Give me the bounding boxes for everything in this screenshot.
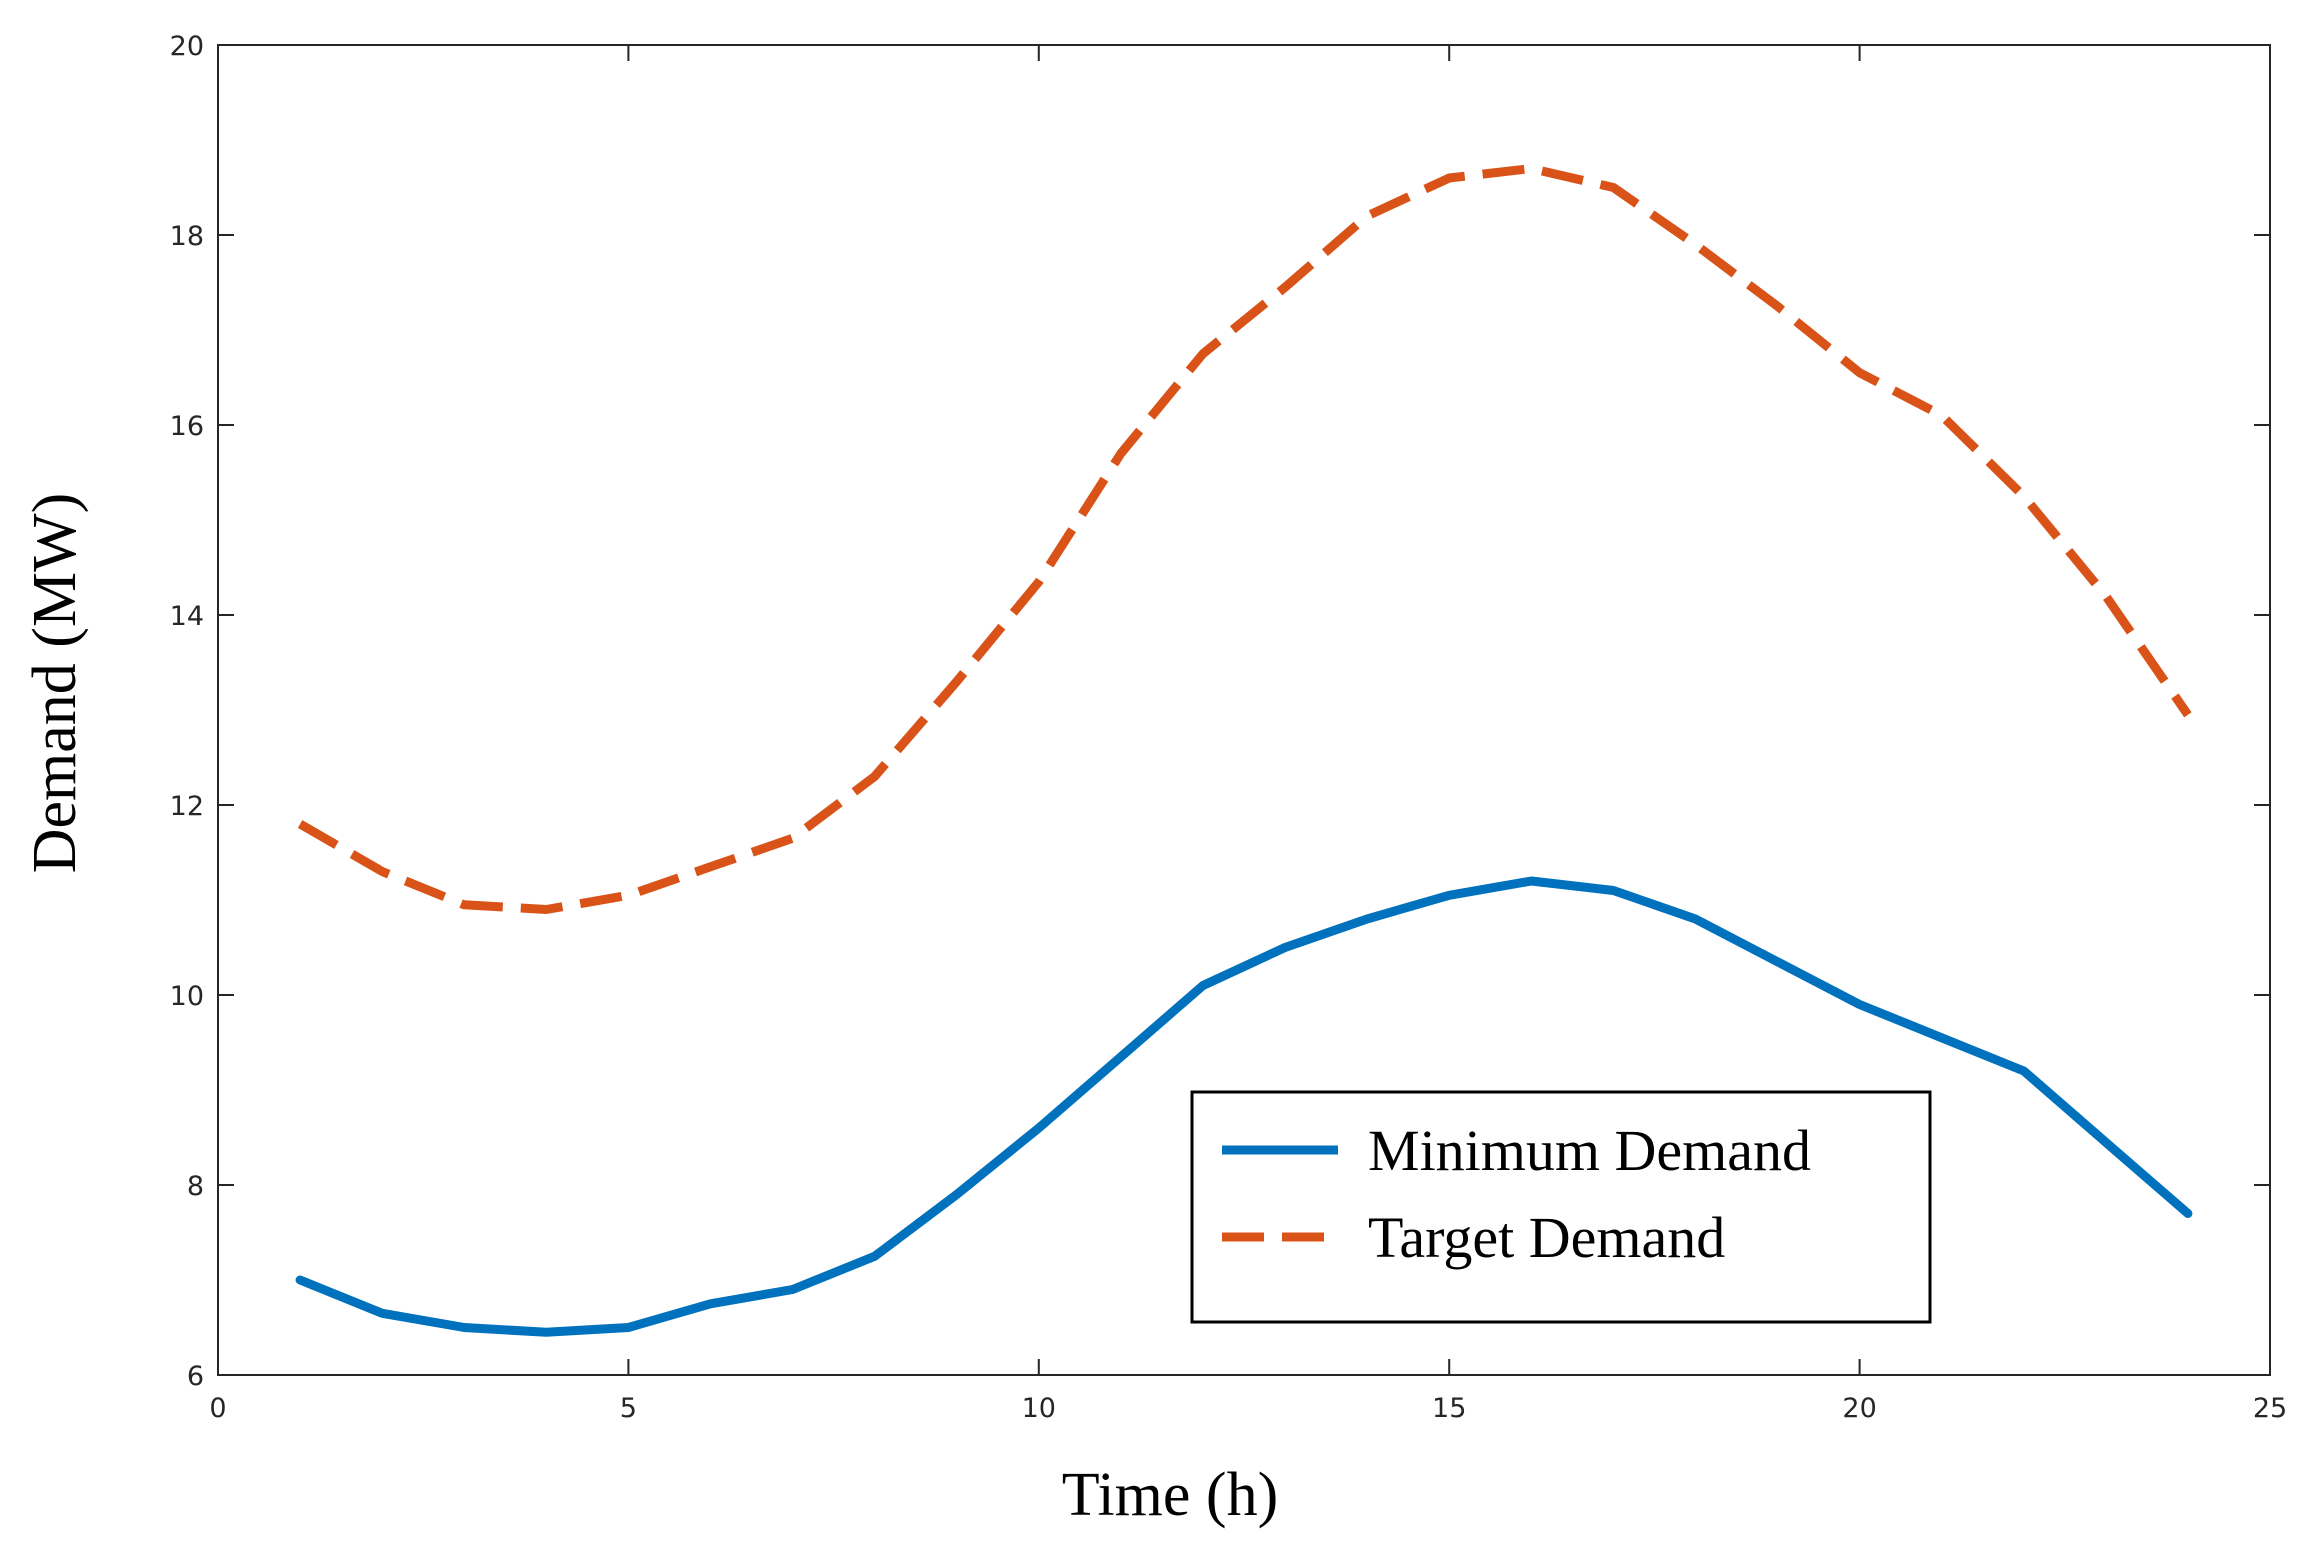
y-tick-label: 10 — [170, 981, 204, 1012]
y-tick-label: 20 — [170, 31, 204, 62]
x-axis-title: Time (h) — [1062, 1461, 1278, 1529]
x-tick-label: 0 — [209, 1393, 226, 1424]
axis-ticks: 0 5 10 15 20 25 6 8 10 12 14 16 18 20 — [170, 31, 2288, 1424]
legend-label-minimum-demand: Minimum Demand — [1368, 1118, 1811, 1183]
legend: Minimum Demand Target Demand — [1190, 1090, 1932, 1324]
y-tick-label: 18 — [170, 221, 204, 252]
y-axis-title: Demand (MW) — [21, 493, 89, 873]
x-tick-label: 5 — [620, 1393, 637, 1424]
y-tick-label: 14 — [170, 601, 204, 632]
x-tick-label: 20 — [1842, 1393, 1876, 1424]
plot-area-border — [217, 44, 2271, 1376]
y-tick-label: 6 — [187, 1361, 204, 1392]
x-tick-label: 15 — [1432, 1393, 1466, 1424]
y-tick-label: 16 — [170, 411, 204, 442]
x-tick-label: 25 — [2253, 1393, 2287, 1424]
legend-box — [1190, 1090, 1932, 1324]
y-tick-label: 8 — [187, 1171, 204, 1202]
plot-frame — [217, 44, 2271, 1376]
series-lines — [295, 164, 2193, 1337]
legend-label-target-demand: Target Demand — [1368, 1205, 1725, 1270]
series-line-target-demand — [297, 164, 2192, 914]
x-tick-label: 10 — [1022, 1393, 1056, 1424]
series-line-minimum-demand — [295, 876, 2193, 1337]
y-tick-label: 12 — [170, 791, 204, 822]
